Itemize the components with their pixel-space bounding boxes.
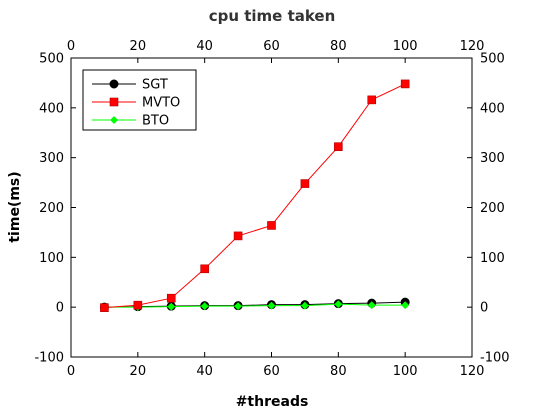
y-tick-label-right: 300 bbox=[480, 151, 505, 166]
y-tick-label: 400 bbox=[39, 101, 64, 116]
y-axis-title: time(ms) bbox=[7, 171, 23, 242]
x-tick-label: 80 bbox=[330, 364, 347, 379]
data-point-mvto bbox=[300, 179, 310, 188]
y-tick-label: 500 bbox=[39, 52, 64, 67]
data-point-mvto bbox=[100, 303, 109, 312]
x-tick-label-top: 80 bbox=[330, 39, 347, 54]
x-tick-label-top: 120 bbox=[460, 39, 485, 54]
y-tick-label: -100 bbox=[34, 351, 64, 366]
y-tick-label: 0 bbox=[56, 301, 64, 316]
series-mvto bbox=[100, 79, 410, 312]
x-tick-label: 100 bbox=[393, 364, 418, 379]
data-point-bto bbox=[301, 301, 309, 310]
y-tick-label-right: 0 bbox=[480, 301, 488, 316]
x-tick-label: 20 bbox=[130, 364, 147, 379]
y-tick-label: 300 bbox=[39, 151, 64, 166]
x-axis-title: #threads bbox=[236, 394, 309, 410]
axis-ticks bbox=[70, 57, 473, 358]
y-tick-label-right: 500 bbox=[480, 52, 505, 67]
x-tick-label-top: 20 bbox=[130, 39, 147, 54]
data-point-bto bbox=[167, 302, 176, 311]
legend: SGT MVTO BTO bbox=[82, 69, 197, 131]
legend-marker-mvto bbox=[109, 97, 119, 107]
x-tick-label: 60 bbox=[263, 364, 280, 379]
x-tick-label-top: 0 bbox=[67, 39, 75, 54]
legend-label-sgt: SGT bbox=[142, 78, 168, 93]
y-tick-label-right: 200 bbox=[480, 201, 505, 216]
data-point-bto bbox=[267, 301, 276, 310]
legend-item-bto: BTO bbox=[92, 114, 169, 129]
series-line-bto bbox=[104, 303, 406, 308]
chart-title: cpu time taken bbox=[209, 7, 336, 25]
data-point-bto bbox=[234, 302, 242, 311]
legend-marker-bto bbox=[110, 116, 118, 124]
data-point-bto bbox=[200, 302, 209, 311]
data-point-mvto bbox=[400, 79, 410, 89]
x-tick-label: 120 bbox=[460, 364, 485, 379]
series-bto bbox=[100, 300, 410, 312]
x-tick-label: 0 bbox=[67, 364, 75, 379]
data-point-mvto bbox=[166, 293, 176, 303]
legend-item-sgt: SGT bbox=[92, 78, 168, 93]
y-tick-label: 100 bbox=[39, 251, 64, 266]
data-point-mvto bbox=[233, 231, 243, 241]
y-tick-label: 200 bbox=[39, 201, 64, 216]
x-tick-label-top: 60 bbox=[263, 39, 280, 54]
series-layer bbox=[99, 79, 410, 312]
data-point-bto bbox=[367, 301, 376, 310]
data-point-mvto bbox=[367, 95, 377, 105]
x-tick-label-top: 100 bbox=[393, 39, 418, 54]
legend-item-mvto: MVTO bbox=[92, 96, 180, 111]
data-point-bto bbox=[334, 300, 343, 309]
data-point-mvto bbox=[267, 221, 276, 230]
legend-marker-sgt bbox=[109, 79, 119, 89]
x-tick-label: 40 bbox=[196, 364, 213, 379]
data-point-mvto bbox=[334, 142, 343, 152]
x-tick-label-top: 40 bbox=[196, 39, 213, 54]
data-point-mvto bbox=[200, 264, 209, 274]
legend-label-mvto: MVTO bbox=[142, 96, 180, 111]
data-point-mvto bbox=[133, 300, 143, 310]
y-tick-label-right: 400 bbox=[480, 101, 505, 116]
series-line-mvto bbox=[104, 83, 406, 309]
legend-label-bto: BTO bbox=[142, 114, 169, 129]
y-tick-label-right: 100 bbox=[480, 251, 505, 266]
data-point-bto bbox=[401, 301, 410, 310]
y-tick-label-right: -100 bbox=[480, 351, 510, 366]
